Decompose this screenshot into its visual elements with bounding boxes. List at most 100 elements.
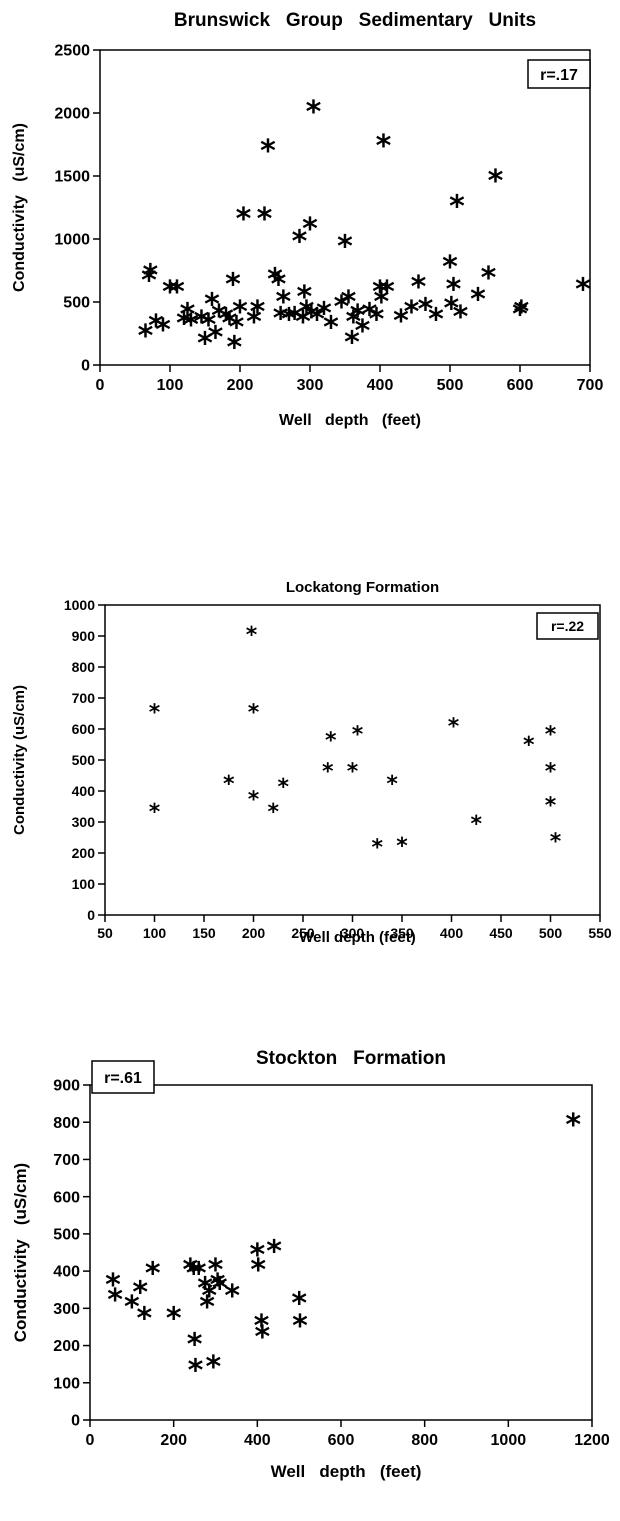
data-point: *: [404, 295, 420, 330]
x-tick-label: 500: [539, 925, 563, 941]
y-tick-label: 400: [72, 783, 96, 799]
data-point: *: [149, 800, 161, 825]
data-point: *: [166, 1301, 182, 1336]
chart-title: Brunswick Group Sedimentary Units: [174, 10, 536, 31]
data-point: *: [148, 309, 164, 344]
y-tick-label: 200: [72, 845, 96, 861]
data-point: *: [188, 1353, 204, 1388]
y-tick-label: 1000: [64, 597, 95, 613]
data-point: *: [379, 275, 395, 310]
data-point: *: [191, 1257, 207, 1292]
data-point: *: [295, 305, 311, 340]
data-point: *: [277, 775, 289, 800]
y-tick-label: 100: [72, 876, 96, 892]
data-point: *: [249, 1238, 265, 1273]
plot-frame: [89, 1084, 593, 1421]
data-point: *: [266, 1234, 282, 1269]
stockton-chart: Stockton Formation 0 100 200 300 400 500 600 700…: [0, 1048, 620, 1521]
data-point: *: [287, 301, 303, 336]
data-point: *: [565, 1108, 581, 1143]
data-point: *: [393, 304, 409, 339]
x-tick-label: 1000: [491, 1432, 527, 1449]
data-point: *: [523, 733, 535, 758]
data-point: *: [229, 310, 245, 345]
data-point: *: [374, 285, 390, 320]
y-tick-label: 300: [53, 1301, 80, 1318]
chart-svg: Lockatong Formation 0 100 200 300 400 500 600 70…: [11, 579, 612, 946]
x-tick-label: 200: [227, 377, 254, 394]
data-point: *: [208, 1253, 224, 1288]
data-point: *: [396, 834, 408, 859]
data-point: *: [453, 300, 469, 335]
data-point: *: [206, 1350, 222, 1385]
data-point: *: [273, 301, 289, 336]
data-point: *: [418, 293, 434, 328]
data-point: *: [145, 1257, 161, 1292]
y-tick-label: 800: [53, 1115, 80, 1132]
y-tick-label: 900: [53, 1078, 80, 1095]
data-point: *: [304, 300, 320, 335]
x-tick-label: 300: [341, 925, 365, 941]
data-point: *: [322, 760, 334, 785]
data-point: *: [386, 772, 398, 797]
y-tick-label: 700: [53, 1152, 80, 1169]
x-axis-label: Well depth (feet): [299, 929, 415, 946]
data-point: *: [292, 1309, 308, 1344]
data-point: *: [449, 189, 465, 224]
y-tick-label: 0: [81, 358, 90, 375]
data-point: *: [149, 701, 161, 726]
data-point: *: [268, 800, 280, 825]
data-point: *: [138, 319, 154, 354]
y-tick-label: 2500: [54, 43, 90, 60]
x-tick-label: 0: [86, 1432, 95, 1449]
data-point: *: [201, 1279, 217, 1314]
x-tick-label: 600: [507, 377, 534, 394]
data-point: *: [176, 307, 192, 342]
data-point: *: [204, 288, 220, 323]
data-point: *: [124, 1290, 140, 1325]
data-point: *: [306, 95, 322, 130]
plot-frame: [99, 49, 591, 366]
y-axis-label: Conductivity (uS/cm): [11, 685, 28, 835]
data-point: *: [545, 722, 557, 747]
data-point: *: [372, 275, 388, 310]
data-point: *: [180, 298, 196, 333]
data-point: *: [141, 264, 157, 299]
data-point: *: [309, 303, 325, 338]
r-value-box: [527, 59, 591, 89]
data-point: *: [107, 1283, 123, 1318]
data-point: *: [260, 134, 276, 169]
data-point: *: [211, 299, 227, 334]
x-tick-label: 200: [242, 925, 266, 941]
y-tick-label: 100: [53, 1375, 80, 1392]
data-point: *: [169, 275, 185, 310]
data-point: *: [488, 164, 504, 199]
data-point: *: [199, 1290, 215, 1325]
data-point: *: [344, 325, 360, 360]
brunswick-chart: Brunswick Group Sedimentary Units 0 500 100…: [0, 0, 620, 440]
data-point: *: [514, 295, 530, 330]
x-tick-label: 100: [157, 377, 184, 394]
data-point: *: [194, 305, 210, 340]
y-tick-label: 900: [72, 628, 96, 644]
x-tick-label: 0: [96, 377, 105, 394]
data-point: *: [292, 225, 308, 260]
data-point: *: [236, 202, 252, 237]
y-tick-label: 1000: [54, 232, 90, 249]
data-point: *: [325, 729, 337, 754]
data-point: *: [369, 303, 385, 338]
x-tick-label: 450: [489, 925, 513, 941]
data-point: *: [512, 298, 528, 333]
data-point: *: [334, 290, 350, 325]
lockatong-chart: Lockatong Formation 0 100 200 300 400 500 600 70…: [0, 570, 620, 950]
x-tick-label: 600: [328, 1432, 355, 1449]
data-point: *: [197, 327, 213, 362]
data-point: *: [208, 320, 224, 355]
data-point: *: [297, 280, 313, 315]
data-point: *: [444, 291, 460, 326]
data-point: *: [337, 230, 353, 265]
data-point: *: [201, 308, 217, 343]
y-tick-label: 700: [72, 690, 96, 706]
x-tick-label: 100: [143, 925, 167, 941]
data-point: *: [350, 299, 366, 334]
